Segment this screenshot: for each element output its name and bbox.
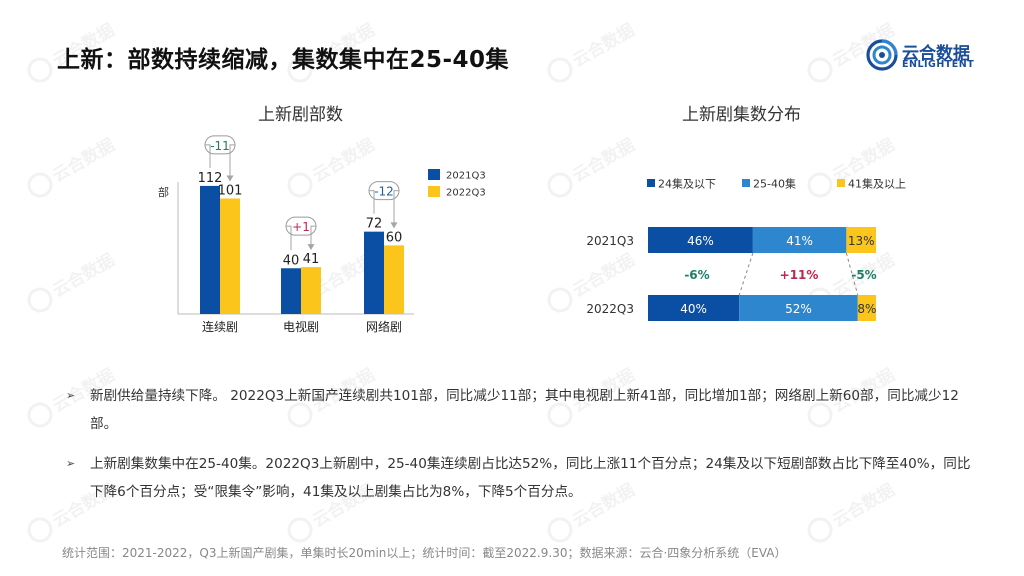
- change-label: -6%: [684, 268, 709, 282]
- legend-label: 25-40集: [753, 177, 796, 191]
- bar-value-label: 72: [366, 217, 383, 232]
- bar-value-label: 41: [303, 252, 320, 267]
- category-label: 网络剧: [366, 319, 402, 334]
- arrow-icon: ➢: [66, 389, 76, 402]
- category-label: 连续剧: [202, 319, 238, 334]
- change-connector: [310, 225, 316, 250]
- footnote: 统计范围：2021-2022，Q3上新国产剧集，单集时长20min以上；统计时间…: [62, 546, 787, 560]
- change-label: -11: [210, 139, 230, 153]
- arrow-head-icon: [307, 244, 315, 251]
- logo-name: 云合数据: [902, 44, 970, 64]
- bullet-text: 新剧供给量持续下降。 2022Q3上新国产连续剧共101部，同比减少11部；其中…: [90, 388, 959, 432]
- boundary-connector: [845, 252, 859, 296]
- logo-mark-icon: [866, 39, 898, 71]
- boundary-connector: [738, 252, 754, 296]
- change-label: +11%: [780, 268, 819, 282]
- bullet-text: 上新剧集数集中在25-40集。2022Q3上新剧中，25-40集连续剧占比达52…: [90, 456, 971, 500]
- legend-label: 41集及以上: [848, 177, 906, 191]
- stacked-bar-segment: [752, 227, 847, 253]
- legend-swatch: [742, 179, 750, 187]
- category-label: 2022Q3: [586, 302, 634, 316]
- change-label: +1: [292, 220, 310, 234]
- category-label: 电视剧: [283, 319, 319, 334]
- stacked-bar-segment: [857, 295, 876, 321]
- arrow-head-icon: [226, 175, 234, 182]
- segment-value-label: 13%: [848, 234, 875, 248]
- page-title: 上新：部数持续缩减，集数集中在25-40集: [57, 47, 510, 73]
- bar-value-label: 112: [198, 171, 223, 186]
- category-label: 2021Q3: [586, 234, 634, 248]
- change-connector: [205, 144, 211, 168]
- bar: [301, 267, 321, 314]
- change-label: -12: [374, 185, 394, 199]
- legend-swatch: [837, 179, 845, 187]
- bar: [384, 245, 404, 314]
- bullet-list: ➢ 新剧供给量持续下降。 2022Q3上新国产连续剧共101部，同比减少11部；…: [66, 382, 976, 518]
- stack-chart-title: 上新剧集数分布: [682, 105, 801, 125]
- segment-value-label: 40%: [680, 302, 707, 316]
- brand-logo: 云合数据 ENLIGHTENT: [866, 38, 996, 74]
- arrow-icon: ➢: [66, 457, 76, 470]
- change-label: -5%: [851, 268, 876, 282]
- stacked-bar-segment: [739, 295, 858, 321]
- change-connector: [369, 190, 375, 214]
- legend-label: 2022Q3: [446, 188, 486, 199]
- bar-value-label: 101: [218, 183, 243, 198]
- arrow-head-icon: [390, 222, 398, 229]
- bar-value-label: 40: [283, 253, 300, 268]
- segment-value-label: 41%: [786, 234, 813, 248]
- bar: [281, 268, 301, 314]
- legend-label: 2021Q3: [446, 171, 486, 182]
- legend-swatch: [428, 169, 440, 180]
- bullet-item: ➢ 上新剧集数集中在25-40集。2022Q3上新剧中，25-40集连续剧占比达…: [66, 450, 976, 506]
- bar-chart-title: 上新剧部数: [258, 105, 343, 125]
- segment-value-label: 46%: [687, 234, 714, 248]
- legend-swatch: [428, 186, 440, 197]
- logo-subtitle: ENLIGHTENT: [902, 59, 975, 70]
- y-axis-label: 部: [158, 185, 169, 199]
- segment-value-label: 52%: [785, 302, 812, 316]
- change-connector: [393, 190, 399, 228]
- stacked-bar-segment: [846, 227, 876, 253]
- legend-swatch: [647, 179, 655, 187]
- bar: [220, 198, 240, 314]
- segment-value-label: 8%: [857, 302, 876, 316]
- bar: [200, 185, 220, 314]
- stacked-bar-segment: [648, 227, 753, 253]
- stacked-bar-segment: [648, 295, 740, 321]
- bullet-item: ➢ 新剧供给量持续下降。 2022Q3上新国产连续剧共101部，同比减少11部；…: [66, 382, 976, 438]
- change-connector: [286, 225, 292, 251]
- change-connector: [229, 144, 235, 181]
- bar-value-label: 60: [386, 230, 403, 245]
- legend-label: 24集及以下: [658, 177, 716, 191]
- bar: [364, 231, 384, 314]
